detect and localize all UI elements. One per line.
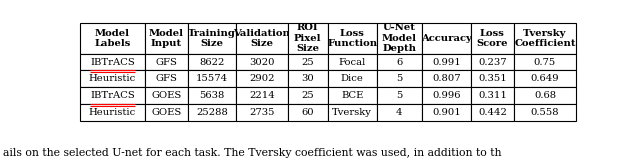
Text: ails on the selected U-net for each task. The Tversky coefficient was used, in a: ails on the selected U-net for each task…	[3, 148, 502, 158]
